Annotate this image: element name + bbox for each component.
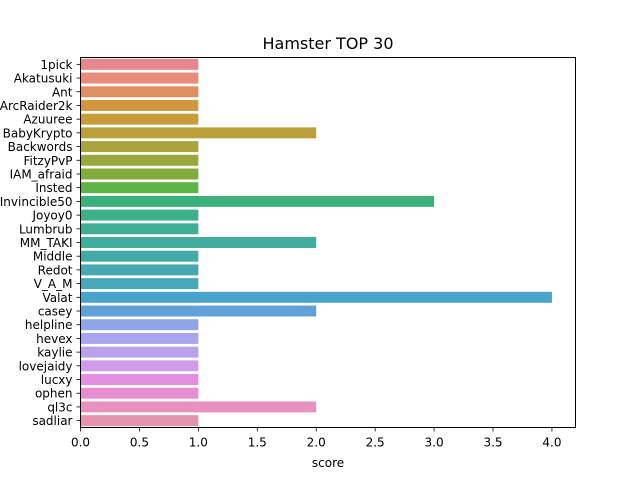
x-tick-label: 3.0	[425, 436, 444, 450]
x-axis-label: score	[312, 456, 344, 470]
y-tick-label: IAM_afraid	[10, 167, 73, 181]
y-tick-label: Redot	[38, 263, 73, 277]
y-tick-label: Invincible50	[0, 195, 73, 209]
bar-BabyKrypto	[80, 127, 317, 139]
y-tick-label: Insted	[35, 181, 72, 195]
bar-Azuuree	[80, 113, 199, 125]
x-axis-ticks: 0.0 0.5 1.0 1.5 2.0 2.5 3.0 3.5 4.0	[71, 427, 561, 450]
y-tick-label: Middle	[33, 250, 73, 264]
plot-frame	[80, 57, 576, 428]
bar-Valat	[80, 291, 552, 303]
y-tick-label: Lumbrub	[19, 222, 73, 236]
x-tick-label: 3.5	[483, 436, 502, 450]
y-tick-label: lucxy	[41, 373, 73, 387]
bar-Joyoy0	[80, 209, 199, 221]
chart-title: Hamster TOP 30	[263, 34, 394, 53]
bar-ophen	[80, 387, 199, 399]
bar-hevex	[80, 332, 199, 344]
bar-lovejaidy	[80, 360, 199, 372]
bar-Insted	[80, 182, 199, 194]
y-tick-label: kaylie	[37, 346, 72, 360]
bar-MM_TAKI	[80, 237, 317, 248]
y-tick-label: ophen	[35, 387, 73, 401]
bar-1pick	[80, 58, 199, 70]
bar-sadliar	[80, 415, 199, 427]
x-tick-label: 4.0	[542, 436, 561, 450]
bar-Backwords	[80, 141, 199, 153]
y-tick-label: MM_TAKI	[20, 236, 73, 250]
x-tick-label: 0.5	[130, 436, 149, 450]
y-tick-label: Joyoy0	[31, 209, 72, 223]
y-tick-label: Azuuree	[23, 113, 72, 127]
bar-lucxy	[80, 374, 199, 386]
y-tick-label: Backwords	[8, 140, 73, 154]
y-tick-label: sadliar	[32, 414, 72, 428]
bar-kaylie	[80, 346, 199, 358]
y-tick-label: lovejaidy	[19, 359, 73, 373]
bar-IAM_afraid	[80, 168, 199, 180]
bar-helpline	[80, 319, 199, 331]
bars-group	[80, 58, 552, 427]
bar-Middle	[80, 250, 199, 262]
y-tick-label: FitzyPvP	[23, 154, 72, 168]
y-tick-label: V_A_M	[34, 277, 73, 291]
y-tick-label: Akatusuki	[14, 72, 73, 86]
bar-Ant	[80, 86, 199, 98]
y-tick-label: Valat	[42, 291, 72, 305]
bar-ArcRaider2k	[80, 99, 199, 111]
bar-Invincible50	[80, 195, 435, 207]
y-tick-label: Ant	[52, 85, 73, 99]
y-axis-ticks: 1pickAkatusukiAntArcRaider2kAzuureeBabyK…	[0, 58, 81, 428]
y-tick-label: hevex	[36, 332, 72, 346]
x-tick-label: 2.0	[307, 436, 326, 450]
y-tick-label: ql3c	[47, 400, 72, 414]
y-tick-label: BabyKrypto	[3, 126, 73, 140]
y-tick-label: ArcRaider2k	[0, 99, 73, 113]
bar-ql3c	[80, 401, 317, 413]
bar-Redot	[80, 264, 199, 276]
x-tick-label: 1.5	[248, 436, 267, 450]
bar-V_A_M	[80, 278, 199, 290]
x-tick-label: 1.0	[189, 436, 208, 450]
y-tick-label: casey	[38, 305, 73, 319]
bar-Lumbrub	[80, 223, 199, 235]
bar-Akatusuki	[80, 72, 199, 84]
y-tick-label: 1pick	[40, 58, 72, 72]
x-tick-label: 0.0	[71, 436, 90, 450]
x-tick-label: 2.5	[366, 436, 385, 450]
bar-casey	[80, 305, 317, 317]
bar-FitzyPvP	[80, 154, 199, 166]
y-tick-label: helpline	[25, 318, 73, 332]
